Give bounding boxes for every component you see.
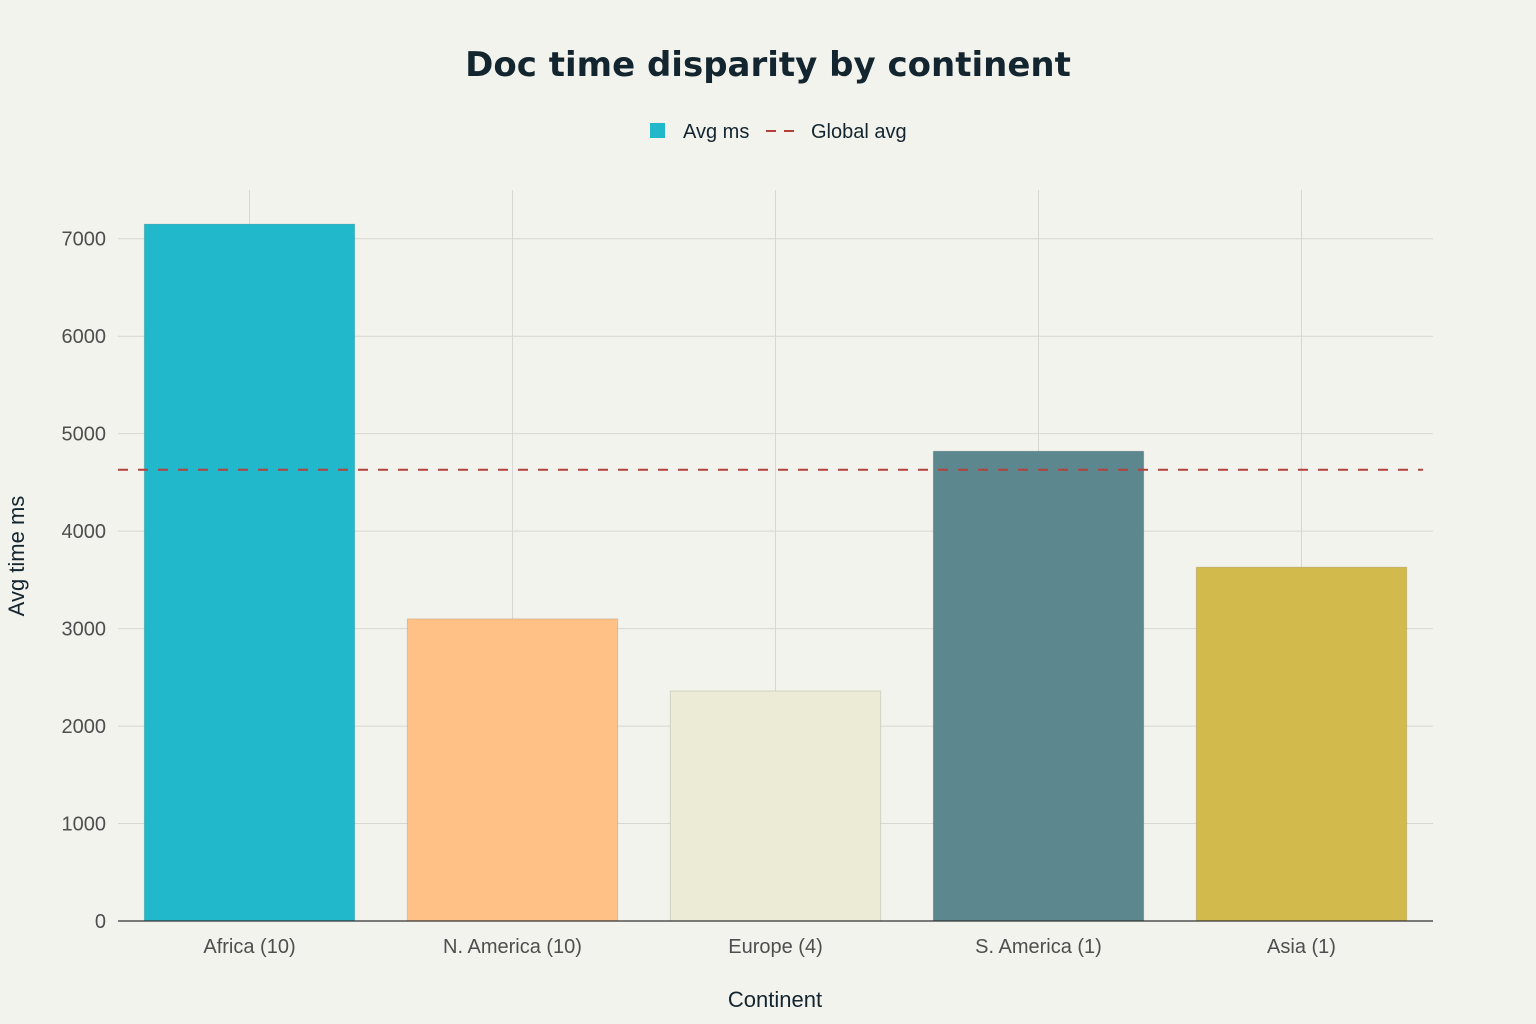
legend-label-avg-ms: Avg ms xyxy=(683,121,749,143)
x-tick-label: Africa (10) xyxy=(203,936,295,958)
y-tick-label: 0 xyxy=(95,911,106,933)
y-tick-label: 1000 xyxy=(62,814,107,836)
bar-1 xyxy=(143,223,356,922)
y-tick-label: 6000 xyxy=(62,326,107,348)
x-tick-label: Europe (4) xyxy=(728,936,823,958)
x-tick-label: S. America (1) xyxy=(975,936,1102,958)
y-axis-title: Avg time ms xyxy=(4,496,29,617)
x-axis-title: Continent xyxy=(728,987,822,1012)
legend-label-global-avg: Global avg xyxy=(811,121,907,143)
y-tick-label: 7000 xyxy=(62,229,107,251)
y-tick-label: 4000 xyxy=(62,521,107,543)
bar-2 xyxy=(406,618,619,922)
chart-title: Doc time disparity by continent xyxy=(465,45,1071,85)
y-tick-label: 3000 xyxy=(62,619,107,641)
bar-3 xyxy=(669,690,882,922)
y-tick-label: 5000 xyxy=(62,424,107,446)
bars xyxy=(143,223,1408,922)
x-tick-label: N. America (10) xyxy=(443,936,582,958)
y-tick-label: 2000 xyxy=(62,716,107,738)
x-tick-label: Asia (1) xyxy=(1267,936,1336,958)
axes: 0 1000 2000 3000 4000 5000 6000 7000 Africa (10)… xyxy=(62,229,1433,958)
bar-5 xyxy=(1195,566,1408,922)
legend: Avg ms Global avg xyxy=(650,121,907,143)
legend-marker-avg-ms xyxy=(650,123,665,138)
bar-4 xyxy=(932,450,1145,922)
